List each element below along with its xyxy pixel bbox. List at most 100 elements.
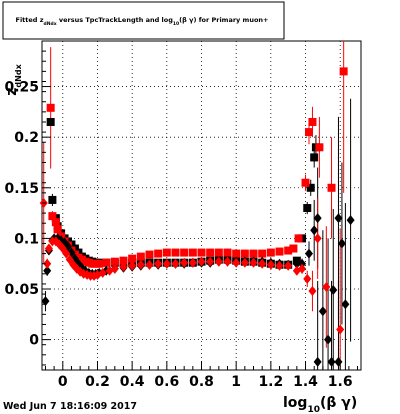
diamond-marker (119, 261, 128, 272)
diamond-marker (298, 263, 307, 274)
square-marker (48, 212, 57, 221)
diamond-marker (197, 256, 206, 267)
square-marker (197, 248, 206, 257)
square-marker (53, 225, 62, 234)
y-tick-label: 0.1 (14, 231, 39, 247)
square-marker (249, 249, 258, 258)
diamond-marker (304, 248, 313, 259)
diamond-marker (44, 243, 53, 254)
chart-title-sub2: 10 (173, 21, 179, 27)
title-box (2, 1, 285, 40)
axis-ticks (42, 50, 359, 370)
y-axis-title-main: z (4, 88, 20, 96)
square-marker (48, 195, 57, 204)
y-axis-title-sub: dNdx (14, 63, 23, 87)
diamond-marker (324, 334, 333, 345)
diamond-marker (303, 273, 312, 284)
square-marker (308, 117, 317, 126)
square-marker (266, 248, 275, 257)
diamond-marker (136, 259, 145, 270)
diamond-marker (240, 257, 249, 268)
diamond-marker (223, 256, 232, 267)
diamond-marker (334, 213, 343, 224)
diamond-marker (327, 356, 336, 367)
y-tick-label: 0.15 (4, 181, 39, 197)
y-tick-label: 0 (29, 333, 39, 349)
diamond-marker (162, 258, 171, 269)
diamond-marker (329, 285, 338, 296)
diamond-marker (336, 324, 345, 335)
x-tick-label: 0.4 (120, 374, 145, 390)
x-tick-label: 0.6 (154, 374, 179, 390)
diamond-marker (98, 267, 107, 278)
axis-tick-labels: 0 0.2 0.4 0.6 0.8 1 1.2 1.4 1.6 0 0.05 0.1 0.15 0.2 0.… (4, 80, 352, 390)
chart-title-sub: dNdx (44, 21, 57, 27)
diamond-marker (258, 258, 267, 269)
chart-title: Fitted zdNdx versus TpcTrackLength and l… (16, 16, 269, 27)
diamond-marker (214, 256, 223, 267)
diamond-marker (43, 258, 52, 269)
square-marker (214, 248, 223, 257)
x-tick-label: 0 (58, 374, 68, 390)
square-marker (339, 67, 348, 76)
chart-title-rest: versus TpcTrackLength and log (57, 16, 174, 24)
square-marker (284, 246, 293, 255)
x-tick-label: 1 (231, 374, 241, 390)
square-marker (301, 178, 310, 187)
timestamp: Wed Jun 7 18:16:09 2017 (3, 401, 137, 412)
x-tick-label: 0.2 (85, 374, 110, 390)
square-marker (110, 257, 119, 266)
square-marker (154, 249, 163, 258)
square-marker (310, 153, 319, 162)
diamond-marker (171, 258, 180, 269)
diamond-marker (275, 260, 284, 271)
diamond-marker (292, 258, 301, 269)
x-tick-label: 0.8 (189, 374, 214, 390)
x-tick-label: 1.6 (328, 374, 353, 390)
y-axis-title: zdNdx (4, 63, 23, 95)
square-marker (306, 183, 315, 192)
square-marker (102, 258, 111, 267)
x-tick-label: 1.4 (293, 374, 318, 390)
square-marker (258, 249, 267, 258)
square-marker (188, 248, 197, 257)
diamond-marker (313, 233, 322, 244)
diamond-marker (62, 248, 71, 259)
square-marker (289, 244, 298, 253)
diamond-marker (266, 259, 275, 270)
data-markers (39, 67, 355, 367)
diamond-marker (180, 257, 189, 268)
square-marker (95, 259, 104, 268)
x-axis-title-main: log (283, 395, 307, 411)
square-marker (171, 248, 180, 257)
square-marker (145, 250, 154, 259)
square-marker (206, 248, 215, 257)
diamond-marker (154, 258, 163, 269)
square-marker (240, 249, 249, 258)
x-axis-title-end: (β γ) (320, 395, 357, 411)
square-marker (180, 248, 189, 257)
square-marker (303, 204, 312, 213)
diamond-marker (145, 259, 154, 270)
diamond-marker (346, 215, 355, 226)
diamond-marker (41, 296, 50, 307)
square-marker (327, 183, 336, 192)
chart-title-end: (β γ) for Primary muon+ (179, 16, 268, 24)
square-marker (46, 103, 55, 112)
x-axis-title-sub: 10 (307, 405, 320, 414)
diamond-marker (284, 260, 293, 271)
diamond-marker (232, 257, 241, 268)
diamond-marker (310, 225, 319, 236)
y-tick-label: 0.25 (4, 80, 39, 96)
x-tick-label: 1.2 (258, 374, 283, 390)
x-axis-title: log10(β γ) (283, 395, 357, 414)
diamond-marker (110, 263, 119, 274)
diamond-marker (341, 299, 350, 310)
y-tick-label: 0.2 (14, 130, 39, 146)
square-marker (46, 117, 55, 126)
diamond-marker (128, 260, 137, 271)
y-tick-label: 0.05 (4, 282, 39, 298)
square-marker (51, 218, 60, 227)
diamond-marker (337, 238, 346, 249)
